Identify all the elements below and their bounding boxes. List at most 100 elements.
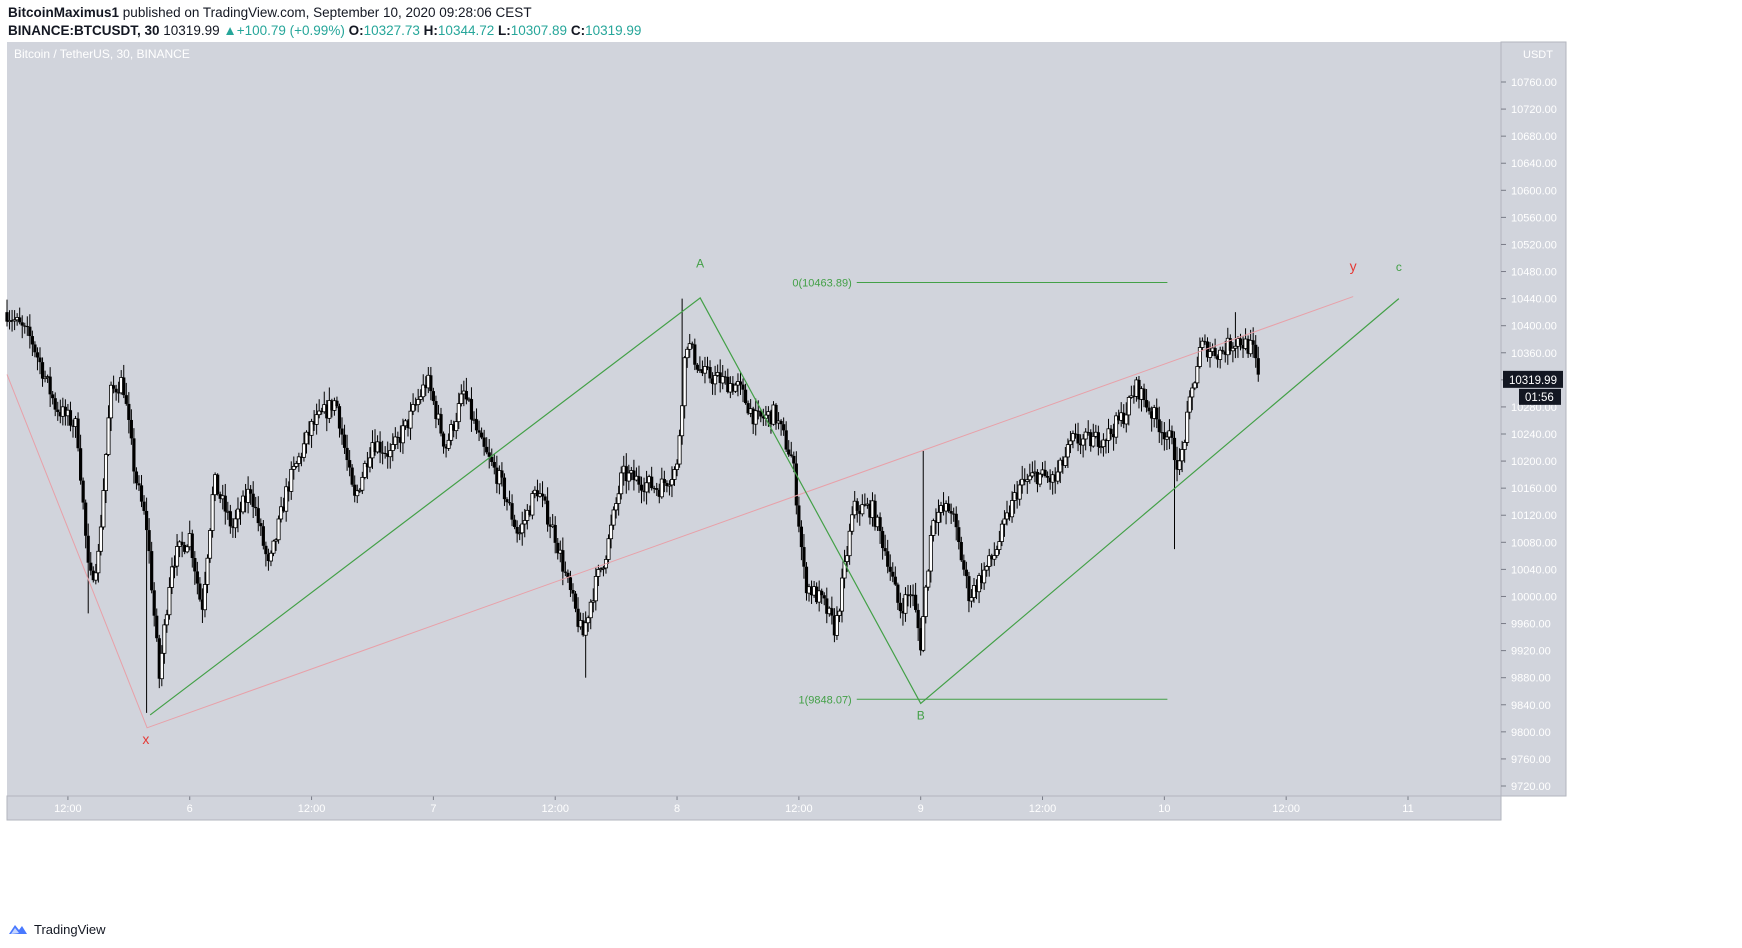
candle-body-down (325, 404, 329, 419)
candle-body-down (784, 430, 788, 450)
candle-body-down (914, 594, 918, 610)
candle-body-up (994, 549, 999, 556)
candle-body-down (919, 628, 923, 651)
candle-body-down (650, 476, 654, 489)
candle-body-down (1170, 430, 1174, 438)
candle-body-down (424, 385, 428, 388)
candle-body-down (114, 388, 118, 393)
candle-body-up (1195, 366, 1200, 384)
up-arrow-icon: ▲ (223, 23, 237, 38)
candle-body-down (195, 571, 199, 584)
candle-body-down (820, 590, 824, 596)
price-tick-label: 10440.00 (1511, 294, 1557, 306)
candle-body-up (926, 570, 931, 588)
tradingview-logo-icon[interactable] (8, 922, 28, 936)
candle-body-down (1238, 338, 1243, 346)
candle-body-down (1048, 477, 1052, 483)
price-tick-label: 10080.00 (1511, 537, 1557, 549)
candle-body-down (18, 317, 22, 323)
candle-body-up (677, 435, 682, 465)
candle-body-down (886, 551, 890, 567)
candle-body-up (246, 488, 251, 503)
footer-brand[interactable]: TradingView (34, 921, 106, 937)
candle-body-down (183, 544, 187, 552)
candle-body-down (53, 398, 57, 410)
candle-body-down (157, 638, 161, 679)
candle-body-down (797, 505, 801, 527)
candle-body-up (842, 561, 847, 579)
open-label: O: (348, 23, 364, 38)
price-tick-label: 9880.00 (1511, 673, 1551, 685)
pink-wave-line[interactable] (6, 296, 1354, 729)
candle-body-down (228, 511, 232, 527)
candle-body-down (434, 401, 438, 420)
candle-body-down (124, 395, 128, 404)
candle-body-up (276, 518, 281, 541)
last-price-badge (1503, 370, 1563, 388)
candle-body-up (817, 590, 822, 603)
candle-body-down (830, 608, 834, 616)
candle-body-up (1164, 436, 1169, 440)
candle-body-up (1197, 347, 1202, 367)
candle-body-up (164, 614, 169, 626)
close-value: 10319.99 (585, 23, 642, 38)
candle-body-up (1126, 396, 1131, 416)
candle-body-down (1096, 432, 1100, 447)
candle-body-down (1251, 340, 1255, 345)
candle-body-up (520, 523, 525, 534)
candle-body-down (1216, 356, 1220, 360)
candle-body-down (794, 463, 798, 506)
candle-body-up (614, 503, 619, 511)
price-tick-label: 10480.00 (1511, 267, 1557, 279)
candle-body-down (1045, 476, 1050, 478)
price-tick-label: 10240.00 (1511, 429, 1557, 441)
candle-body-up (982, 569, 987, 584)
time-axis[interactable] (6, 795, 1502, 821)
candle-body-down (1007, 512, 1012, 517)
candle-body-down (546, 500, 550, 525)
candle-body-down (898, 602, 902, 612)
candle-body-up (210, 494, 215, 531)
price-tick-label: 10360.00 (1511, 348, 1557, 360)
candle-body-up (860, 504, 865, 515)
candle-body-down (122, 377, 126, 396)
candle-body-up (1098, 446, 1103, 449)
candle-body-down (134, 471, 139, 484)
wave-label-A: A (696, 256, 704, 270)
candle-body-up (733, 384, 738, 392)
candle-body-down (789, 454, 793, 456)
candle-body-down (1111, 433, 1116, 438)
candle-body-down (1157, 419, 1161, 433)
candle-body-down (1155, 407, 1159, 420)
close-label: C: (570, 23, 586, 38)
candle-body-down (137, 483, 141, 486)
candle-body-down (1203, 341, 1207, 343)
candle-body-down (505, 499, 509, 503)
candle-body-down (444, 446, 448, 449)
price-axis[interactable] (1500, 41, 1567, 797)
wave-label-B: B (917, 709, 925, 723)
candle-body-up (969, 597, 974, 602)
candle-body-down (906, 594, 910, 596)
candle-body-down (954, 513, 958, 528)
author-name[interactable]: BitcoinMaximus1 (8, 5, 120, 20)
candle-body-up (596, 569, 601, 577)
candle-body-up (93, 572, 98, 581)
candle-body-up (1027, 475, 1032, 481)
candle-body-down (414, 404, 418, 406)
time-tick-label: 7 (430, 803, 436, 815)
candle-body-down (117, 392, 121, 394)
candle-body-up (1068, 440, 1073, 446)
candle-body-down (30, 336, 34, 345)
time-tick-label: 11 (1402, 803, 1413, 815)
candle-body-down (690, 343, 694, 345)
candle-body-up (1083, 431, 1088, 440)
green-wave-line[interactable] (149, 297, 1400, 716)
high-label: H: (423, 23, 438, 38)
candle-body-down (510, 503, 514, 520)
candle-body-down (888, 566, 892, 572)
candle-body-up (459, 393, 464, 405)
candle-body-up (1230, 347, 1235, 352)
candle-body-up (202, 584, 207, 611)
